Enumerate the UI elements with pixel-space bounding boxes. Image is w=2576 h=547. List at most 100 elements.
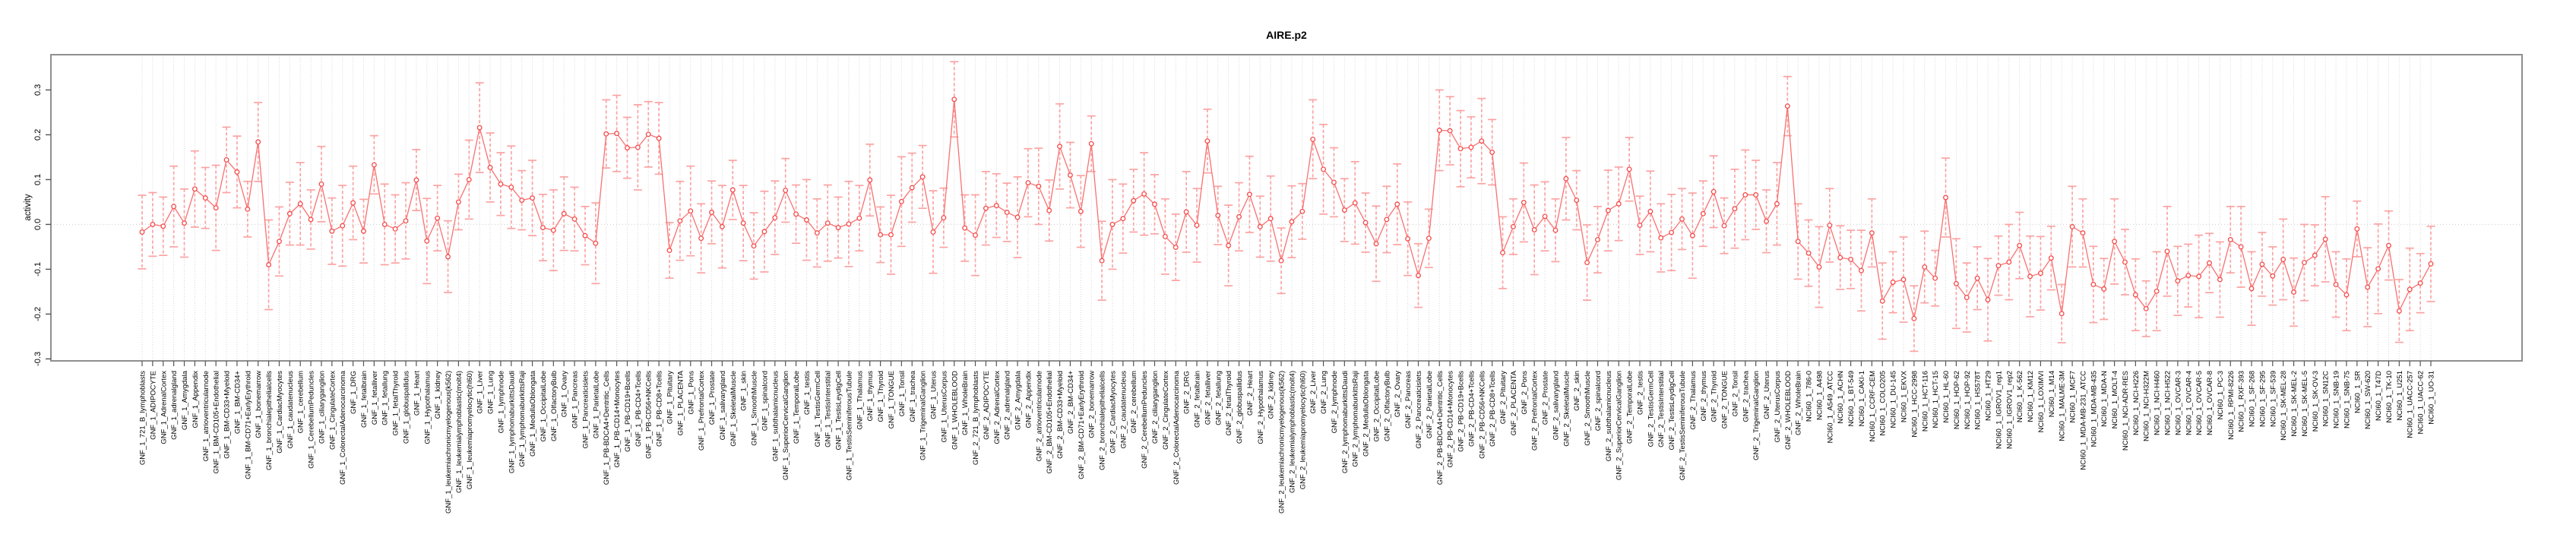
data-point	[2407, 286, 2413, 292]
data-point	[1848, 256, 1854, 262]
data-point	[2386, 242, 2391, 248]
x-tick-label: GNF_2_BM-CD105+Endothelial	[1046, 371, 1054, 473]
x-tick-label: NCI60_1_MDA-N	[2100, 371, 2109, 427]
x-tick-label: NCI60_1_MDA-MB-435	[2090, 371, 2098, 447]
x-tick-label: GNF_1_lymphomaburkittsRaji	[518, 371, 527, 467]
data-point	[1911, 315, 1917, 321]
x-tick-label: GNF_2_lymphomaburkittsDaudi	[1341, 371, 1350, 473]
data-point	[593, 240, 599, 246]
data-point	[2080, 230, 2086, 236]
data-point	[371, 162, 377, 168]
x-tick-label: NCI60_1_SNB-75	[2343, 371, 2351, 428]
x-tick-label: GNF_1_TestisInterstitial	[824, 371, 833, 447]
data-point	[888, 232, 894, 238]
x-tick-label: GNF_1_Pons	[687, 371, 695, 415]
x-tick-label: GNF_1_lymphomaburkittsDaudi	[508, 371, 516, 473]
data-point	[930, 229, 936, 235]
x-tick-label: GNF_1_CingulateCortex	[328, 371, 337, 450]
data-point	[2217, 277, 2223, 283]
x-tick-label: GNF_2_SkeletalMuscle	[1562, 371, 1571, 447]
data-point	[729, 187, 736, 193]
x-tick-label: GNF_2_leukemiapromyelocytic(hl60)	[1299, 371, 1307, 489]
x-tick-label: GNF_1_TemporalLobe	[793, 371, 801, 444]
data-point	[656, 135, 662, 141]
data-point	[1068, 172, 1073, 178]
data-point	[2333, 282, 2339, 287]
x-tick-label: GNF_1_TestisSeminiferousTubule	[845, 371, 853, 480]
x-tick-label: GNF_1_OlfactoryBulb	[550, 371, 559, 441]
x-tick-label: NCI60_1_SK-MEL-2	[2290, 371, 2299, 437]
data-point	[1394, 201, 1400, 207]
data-point	[1943, 194, 1948, 201]
x-tick-label: GNF_1_atrioventricularnode	[202, 371, 210, 461]
x-tick-label: GNF_1_BM-CD71+EarlyErythroid	[244, 371, 252, 479]
x-tick-label: GNF_1_Ovary	[561, 371, 569, 417]
data-point	[139, 229, 145, 235]
x-tick-label: NCI60_1_SK-MEL-5	[2301, 371, 2309, 437]
x-tick-label: GNF_1_OccipitalLobe	[540, 371, 548, 441]
data-point	[1932, 275, 1938, 281]
x-tick-label: GNF_1_TONGUE	[888, 371, 896, 428]
x-tick-label: NCI60_1_MCF7	[2069, 371, 2078, 423]
x-tick-label: NCI60_1_SN12C	[2322, 371, 2331, 427]
data-point	[2122, 259, 2128, 265]
data-point	[2017, 242, 2023, 248]
data-point	[867, 177, 873, 183]
data-point	[1405, 236, 1411, 242]
data-point	[1700, 210, 1706, 217]
x-tick-label: GNF_2_PB-CD8+Tcells	[1489, 371, 1497, 447]
data-point	[2101, 286, 2107, 292]
data-point	[1479, 138, 1485, 144]
x-tick-label: GNF_1_PB-CD4+Tcells	[635, 371, 643, 447]
data-point	[202, 195, 208, 201]
data-point	[191, 186, 198, 192]
x-tick-label: GNF_1_UterusCorpus	[940, 371, 948, 443]
x-tick-label: NCI60_1_UACC-257	[2407, 371, 2415, 438]
x-tick-label: GNF_1_MedullaOblongata	[529, 370, 537, 457]
x-tick-label: GNF_2_lymphnode	[1331, 371, 1339, 433]
data-point	[1172, 245, 1179, 250]
data-point	[2354, 226, 2360, 232]
x-tick-label: NCI60_1_HS578T	[1974, 371, 1983, 430]
x-tick-label: GNF_1_PB-BDCA4+Dentritic_Cells	[603, 371, 611, 485]
data-point	[340, 223, 346, 229]
data-point	[625, 145, 630, 150]
data-point	[1616, 201, 1622, 207]
data-point	[1689, 232, 1695, 239]
x-tick-label: NCI60_1_IGROV1_rep2	[2005, 371, 2014, 449]
x-tick-label: NCI60_1_RPMI-8226	[2227, 371, 2236, 440]
x-tick-label: GNF_1_PB-CD8+Tcells	[656, 371, 664, 447]
data-point	[740, 220, 746, 226]
x-tick-label: GNF_1_Tonsil	[898, 371, 907, 416]
x-tick-label: NCI60_1_OVCAR-3	[2174, 371, 2182, 435]
x-tick-label: GNF_2_bronchialepithelialcells	[1099, 371, 1107, 470]
data-point	[835, 225, 841, 230]
data-point	[1584, 260, 1590, 265]
x-tick-label: NCI60_1_HL-60	[1942, 371, 1951, 423]
x-tick-label: GNF_1_AdrenalCortex	[160, 371, 168, 444]
y-axis-title: activity	[24, 194, 33, 221]
data-point	[1246, 191, 1252, 198]
data-point	[1489, 149, 1495, 155]
x-tick-label: NCI60_1_OVCAR-5	[2195, 371, 2204, 435]
x-tick-label: GNF_2_PB-CD19+Bcells	[1457, 371, 1466, 452]
data-point	[1362, 220, 1369, 226]
x-tick-label: GNF_2_fetalThyroid	[1225, 371, 1233, 436]
data-point	[1226, 242, 1232, 248]
data-point	[2280, 256, 2286, 262]
x-tick-label: GNF_1_fetalliver	[371, 371, 379, 425]
data-point	[245, 206, 251, 212]
x-tick-label: GNF_1_Pancreaticislets	[581, 371, 590, 449]
y-tick-label: 0.2	[33, 129, 43, 141]
data-point	[878, 232, 884, 238]
x-tick-label: GNF_2_thymus	[1700, 371, 1708, 422]
data-point	[1510, 223, 1516, 229]
data-point	[2037, 270, 2043, 277]
data-point	[2375, 266, 2381, 272]
data-point	[1953, 280, 1959, 286]
x-tick-label: GNF_2_SmoothMuscle	[1584, 371, 1592, 446]
x-tick-label: GNF_1_SuperiorCervicalGanglion	[782, 371, 790, 480]
x-tick-label: NCI60_1_K-562	[2016, 371, 2024, 422]
x-tick-label: GNF_2_DRG	[1183, 371, 1191, 414]
